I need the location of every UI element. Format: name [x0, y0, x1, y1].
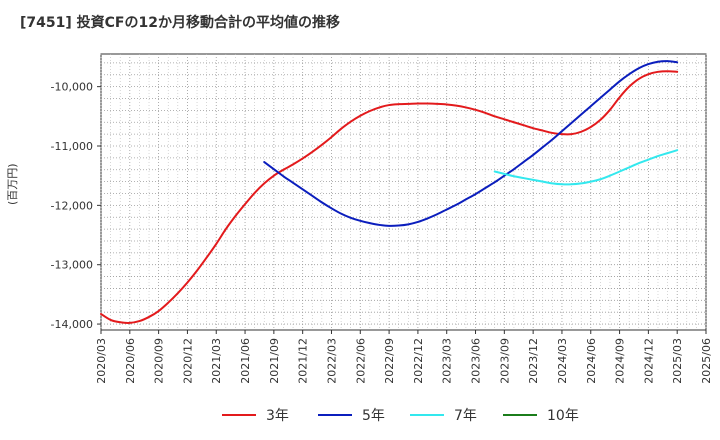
x-tick-label: 2024/03 — [556, 338, 569, 384]
x-tick-label: 2024/12 — [642, 338, 655, 384]
x-tick-label: 2020/03 — [95, 338, 108, 384]
x-tick-label: 2021/06 — [239, 338, 252, 384]
legend-item: 10年 — [503, 404, 579, 426]
series-line-5年 — [263, 60, 679, 227]
legend-swatch — [222, 414, 256, 416]
series-line-7年 — [493, 149, 679, 186]
x-tick-label: 2021/03 — [210, 338, 223, 384]
x-tick-label: 2023/09 — [498, 338, 511, 384]
x-tick-labels: 2020/03 2020/06 2020/09 2020/12 2021/03 2021/… — [95, 330, 713, 384]
x-tick-label: 2021/09 — [268, 338, 281, 384]
y-tick-label: -10,000 — [51, 81, 93, 94]
legend-label: 5年 — [362, 408, 385, 424]
chart-title: [7451] 投資CFの12か月移動合計の平均値の推移 — [20, 15, 340, 31]
x-tick-label: 2022/09 — [383, 338, 396, 384]
series-line-3年 — [100, 70, 679, 324]
legend-swatch — [410, 414, 444, 416]
grid-lines — [100, 54, 707, 330]
x-tick-label: 2020/12 — [181, 338, 194, 384]
y-tick-label: -12,000 — [51, 199, 93, 212]
legend-swatch — [318, 414, 352, 416]
x-tick-label: 2021/12 — [297, 338, 310, 384]
x-tick-label: 2025/06 — [700, 338, 713, 384]
legend-label: 7年 — [454, 408, 477, 424]
x-tick-label: 2022/03 — [325, 338, 338, 384]
x-tick-label: 2020/09 — [153, 338, 166, 384]
y-tick-label: -13,000 — [51, 259, 93, 272]
y-tick-label: -11,000 — [51, 140, 93, 153]
x-tick-label: 2022/12 — [412, 338, 425, 384]
x-tick-label: 2024/06 — [585, 338, 598, 384]
legend-item: 7年 — [410, 404, 477, 426]
legend-label: 3年 — [266, 408, 289, 424]
x-tick-label: 2024/09 — [614, 338, 627, 384]
x-tick-label: 2023/12 — [527, 338, 540, 384]
legend-swatch — [503, 414, 537, 416]
y-tick-labels: -10,000 -11,000 -12,000 -13,000 -14,000 — [51, 81, 101, 331]
y-tick-label: -14,000 — [51, 318, 93, 331]
legend-item: 5年 — [318, 404, 385, 426]
x-tick-label: 2023/06 — [470, 338, 483, 384]
x-tick-label: 2023/03 — [441, 338, 454, 384]
x-tick-label: 2022/06 — [354, 338, 367, 384]
series-lines — [100, 60, 679, 324]
x-tick-label: 2025/03 — [671, 338, 684, 384]
x-tick-label: 2020/06 — [124, 338, 137, 384]
legend-item: 3年 — [222, 404, 289, 426]
chart-legend: 3年 5年 7年 10年 — [0, 404, 720, 426]
legend-label: 10年 — [547, 408, 579, 424]
